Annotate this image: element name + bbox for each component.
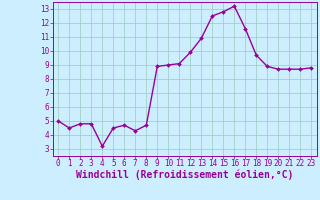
X-axis label: Windchill (Refroidissement éolien,°C): Windchill (Refroidissement éolien,°C) <box>76 170 293 180</box>
